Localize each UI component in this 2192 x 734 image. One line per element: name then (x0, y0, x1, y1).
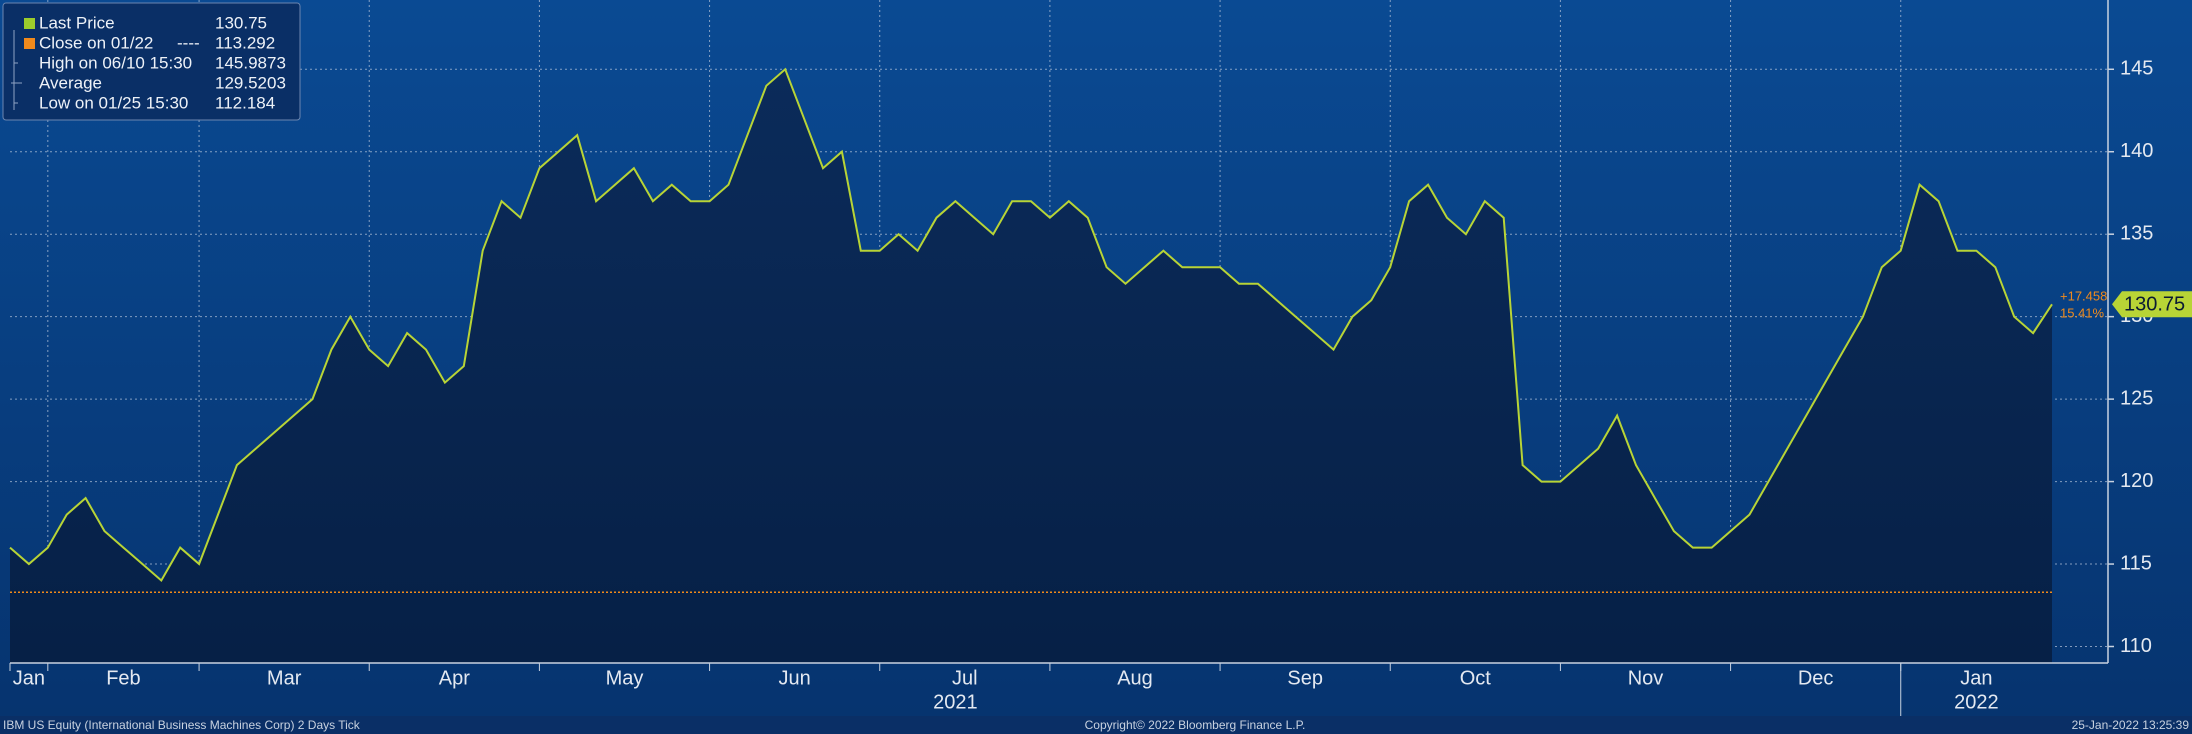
legend-swatch (24, 38, 35, 49)
last-price-label: 130.75 (2124, 294, 2185, 316)
footer-center: Copyright© 2022 Bloomberg Finance L.P. (1085, 718, 1306, 732)
data: +17.458 15.41% (9, 67, 2107, 664)
x-tick-label: Oct (1460, 667, 1492, 689)
legend-value: 129.5203 (215, 73, 286, 92)
x-tick-label: Jan (13, 667, 45, 689)
year-label: 2021 (933, 691, 978, 713)
legend-label: Low on 01/25 15:30 (39, 93, 188, 112)
footer-left: IBM US Equity (International Business Ma… (3, 718, 361, 732)
last-price-badge (2112, 291, 2192, 318)
legend-line-style: ---- (177, 33, 200, 52)
y-tick-label: 120 (2120, 470, 2153, 492)
legend-label: High on 06/10 15:30 (39, 53, 192, 72)
y-tick-label: 110 (2120, 635, 2152, 657)
legend-label: Close on 01/22 (39, 33, 153, 52)
legend-value: 112.184 (215, 93, 275, 112)
y-tick-label: 125 (2120, 387, 2153, 409)
legend-value: 113.292 (215, 33, 275, 52)
y-tick-label: 115 (2120, 552, 2152, 574)
x-tick-label: Jul (952, 667, 978, 689)
change-label: +17.458 (2060, 289, 2107, 304)
x-tick-label: Jan (1960, 667, 1992, 689)
y-tick-label: 140 (2120, 140, 2153, 162)
footer: IBM US Equity (International Business Ma… (3, 718, 2189, 732)
y-tick-label: 145 (2120, 58, 2153, 80)
x-tick-label: Nov (1628, 667, 1664, 689)
price-line (9, 67, 2053, 583)
legend: Last Price 130.75 Close on 01/22 ---- 113.29… (2, 2, 301, 121)
footer-right: 25-Jan-2022 13:25:39 (2072, 718, 2190, 732)
x-tick-label: Jun (779, 667, 811, 689)
legend-swatch (24, 18, 35, 29)
legend-label: Last Price (39, 13, 115, 32)
legend-label: Average (39, 73, 102, 92)
x-tick-label: Dec (1798, 667, 1834, 689)
x-tick-label: Aug (1117, 667, 1153, 689)
axes: 110115120125130135140145JanFebMarAprMayJ… (9, 0, 2192, 716)
legend-box (2, 2, 301, 121)
x-tick-label: Apr (439, 667, 470, 689)
x-tick-label: Feb (106, 667, 140, 689)
footer-bar (0, 716, 2192, 734)
x-tick-label: Mar (267, 667, 302, 689)
x-tick-label: May (606, 667, 644, 689)
x-tick-label: Sep (1287, 667, 1323, 689)
year-label: 2022 (1954, 691, 1999, 713)
legend-value: 145.9873 (215, 53, 286, 72)
change-pct-label: 15.41% (2060, 306, 2105, 321)
y-tick-label: 135 (2120, 222, 2153, 244)
legend-value: 130.75 (215, 13, 267, 32)
